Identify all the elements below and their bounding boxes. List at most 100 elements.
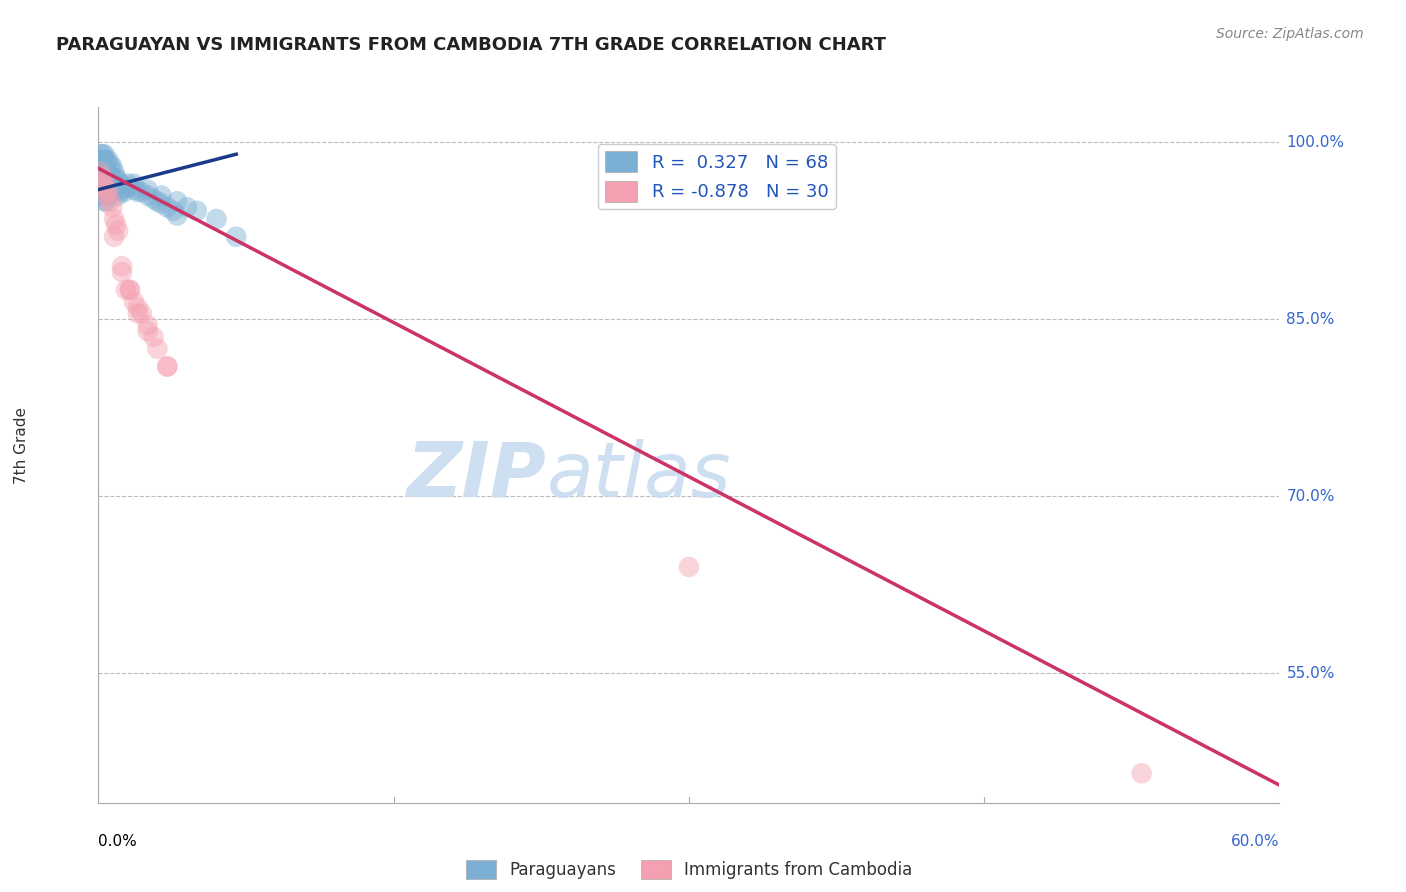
Point xyxy=(91,177,114,191)
Point xyxy=(91,165,114,179)
Point xyxy=(93,188,115,202)
Point xyxy=(205,212,228,227)
Point xyxy=(166,194,188,209)
Point xyxy=(142,330,165,344)
Point xyxy=(93,165,115,179)
Point xyxy=(101,183,124,197)
Point xyxy=(97,165,120,179)
Point xyxy=(105,183,128,197)
Point xyxy=(117,177,139,191)
Point xyxy=(111,183,134,197)
Point xyxy=(107,188,129,202)
Text: atlas: atlas xyxy=(547,439,731,513)
Point xyxy=(89,177,111,191)
Point xyxy=(146,194,169,209)
Point xyxy=(156,200,179,214)
Point xyxy=(136,318,159,333)
Point xyxy=(89,165,111,179)
Point xyxy=(89,147,111,161)
Point xyxy=(156,359,179,374)
Point xyxy=(105,170,128,185)
Point xyxy=(93,183,115,197)
Point xyxy=(176,200,198,214)
Point xyxy=(96,170,118,185)
Point xyxy=(186,203,208,218)
Point xyxy=(91,153,114,167)
Point xyxy=(103,165,125,179)
Point xyxy=(97,188,120,202)
Point xyxy=(136,183,159,197)
Point xyxy=(150,188,173,202)
Point xyxy=(118,283,141,297)
Point xyxy=(93,153,115,167)
Point xyxy=(97,153,120,167)
Point xyxy=(111,265,134,279)
Point xyxy=(115,283,138,297)
Point xyxy=(97,185,120,199)
Point xyxy=(107,224,129,238)
Point xyxy=(101,159,124,173)
Point xyxy=(91,147,114,161)
Point xyxy=(166,209,188,223)
Point xyxy=(146,342,169,356)
Point xyxy=(91,170,114,185)
Point xyxy=(122,294,145,309)
Point xyxy=(93,194,115,209)
Point xyxy=(93,147,115,161)
Text: 85.0%: 85.0% xyxy=(1286,312,1334,326)
Text: PARAGUAYAN VS IMMIGRANTS FROM CAMBODIA 7TH GRADE CORRELATION CHART: PARAGUAYAN VS IMMIGRANTS FROM CAMBODIA 7… xyxy=(56,36,886,54)
Point xyxy=(96,188,118,202)
Point xyxy=(91,183,114,197)
Point xyxy=(91,170,114,185)
Text: Source: ZipAtlas.com: Source: ZipAtlas.com xyxy=(1216,27,1364,41)
Point xyxy=(89,183,111,197)
Point xyxy=(150,196,173,211)
Point xyxy=(131,185,153,199)
Text: 100.0%: 100.0% xyxy=(1286,135,1344,150)
Point xyxy=(89,188,111,202)
Point xyxy=(118,180,141,194)
Point xyxy=(136,188,159,202)
Point xyxy=(96,183,118,197)
Point xyxy=(91,159,114,173)
Point xyxy=(98,183,121,197)
Point xyxy=(127,301,149,315)
Point xyxy=(678,560,700,574)
Point xyxy=(162,203,184,218)
Point xyxy=(118,283,141,297)
Point xyxy=(98,159,121,173)
Text: 70.0%: 70.0% xyxy=(1286,489,1334,504)
Legend: Paraguayans, Immigrants from Cambodia: Paraguayans, Immigrants from Cambodia xyxy=(458,853,920,886)
Point xyxy=(122,177,145,191)
Point xyxy=(91,177,114,191)
Text: 60.0%: 60.0% xyxy=(1232,834,1279,849)
Point xyxy=(96,194,118,209)
Point xyxy=(111,259,134,273)
Point xyxy=(105,218,128,232)
Point xyxy=(103,212,125,227)
Point xyxy=(91,188,114,202)
Point xyxy=(98,194,121,209)
Point xyxy=(101,200,124,214)
Point xyxy=(96,165,118,179)
Point xyxy=(136,324,159,338)
Text: 55.0%: 55.0% xyxy=(1286,665,1334,681)
Point xyxy=(89,159,111,173)
Text: 0.0%: 0.0% xyxy=(98,834,138,849)
Point xyxy=(1130,766,1153,780)
Point xyxy=(89,170,111,185)
Point xyxy=(93,177,115,191)
Point xyxy=(101,170,124,185)
Point xyxy=(97,177,120,191)
Point xyxy=(142,192,165,206)
Point xyxy=(98,170,121,185)
Point xyxy=(131,306,153,320)
Point xyxy=(122,183,145,197)
Point xyxy=(127,306,149,320)
Point xyxy=(89,165,111,179)
Point xyxy=(156,359,179,374)
Point xyxy=(225,229,247,244)
Point xyxy=(108,177,131,191)
Text: 7th Grade: 7th Grade xyxy=(14,408,28,484)
Point xyxy=(108,185,131,199)
